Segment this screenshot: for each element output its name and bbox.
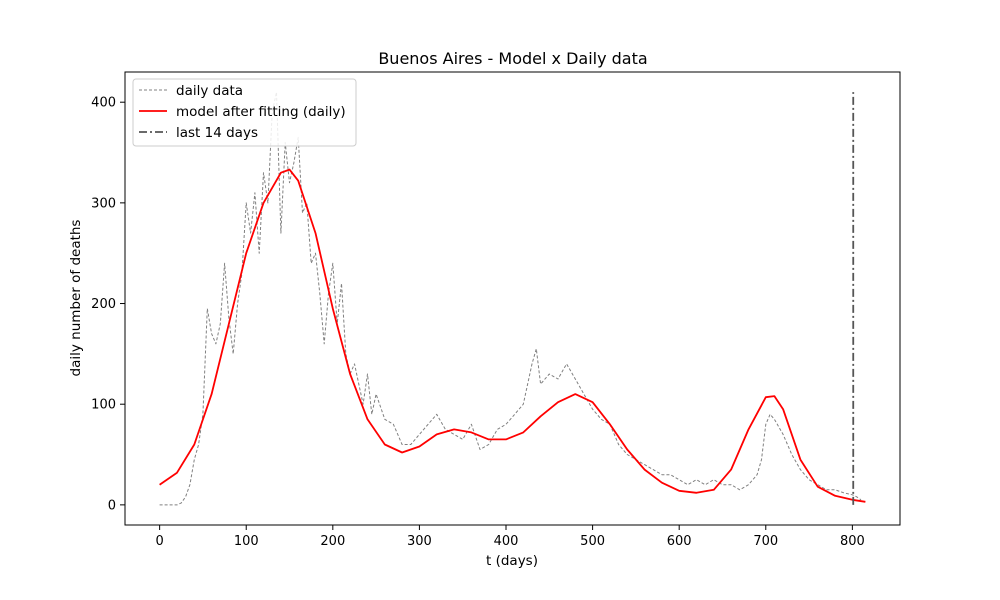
legend-label-daily-data: daily data — [176, 83, 243, 99]
y-tick-label: 300 — [91, 196, 116, 211]
x-axis: 0 100 200 300 400 500 600 700 800 — [155, 525, 865, 549]
legend-label-last-14-days: last 14 days — [176, 125, 258, 141]
y-axis-label: daily number of deaths — [68, 220, 84, 377]
series-line-daily-data — [159, 91, 862, 506]
y-tick-label: 400 — [91, 96, 116, 111]
x-tick-label: 200 — [320, 534, 345, 549]
series-line-model — [159, 168, 866, 503]
legend: daily data model after fitting (daily) l… — [132, 78, 357, 147]
x-tick-label: 600 — [667, 534, 692, 549]
x-tick-label: 100 — [234, 534, 259, 549]
legend-box — [132, 78, 357, 147]
legend-label-model: model after fitting (daily) — [176, 104, 346, 120]
y-tick-label: 200 — [91, 297, 116, 312]
x-tick-label: 800 — [840, 534, 865, 549]
x-tick-label: 300 — [407, 534, 432, 549]
x-tick-label: 700 — [753, 534, 778, 549]
x-axis-label: t (days) — [486, 553, 538, 569]
x-tick-label: 400 — [494, 534, 519, 549]
y-tick-label: 0 — [108, 498, 116, 513]
axes-frame — [124, 71, 901, 526]
chart-title: Buenos Aires - Model x Daily data — [378, 49, 647, 68]
x-tick-label: 0 — [155, 534, 163, 549]
plot-area — [124, 71, 901, 526]
y-tick-label: 100 — [91, 398, 116, 413]
x-tick-label: 500 — [580, 534, 605, 549]
series-layer — [159, 91, 866, 506]
y-axis: 0 100 200 300 400 — [91, 96, 125, 513]
